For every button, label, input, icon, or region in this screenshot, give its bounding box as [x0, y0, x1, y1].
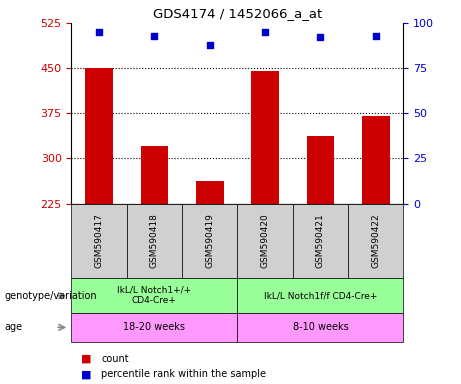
Point	[317, 35, 324, 41]
Text: IkL/L Notch1f/f CD4-Cre+: IkL/L Notch1f/f CD4-Cre+	[264, 291, 377, 300]
Bar	[196, 180, 224, 204]
Point	[261, 29, 269, 35]
Text: age: age	[5, 322, 23, 333]
Text: genotype/variation: genotype/variation	[5, 291, 97, 301]
Bar	[307, 136, 334, 204]
Bar	[362, 116, 390, 204]
Text: count: count	[101, 354, 129, 364]
Text: percentile rank within the sample: percentile rank within the sample	[101, 369, 266, 379]
Text: 18-20 weeks: 18-20 weeks	[124, 322, 185, 333]
Bar	[251, 71, 279, 204]
Point	[372, 33, 379, 39]
Text: IkL/L Notch1+/+
CD4-Cre+: IkL/L Notch1+/+ CD4-Cre+	[118, 286, 191, 305]
Point	[95, 29, 103, 35]
Title: GDS4174 / 1452066_a_at: GDS4174 / 1452066_a_at	[153, 7, 322, 20]
Text: GSM590418: GSM590418	[150, 214, 159, 268]
Text: ■: ■	[81, 369, 91, 379]
Text: GSM590420: GSM590420	[260, 214, 270, 268]
Point	[151, 33, 158, 39]
Text: ■: ■	[81, 354, 91, 364]
Point	[206, 41, 213, 48]
Text: GSM590419: GSM590419	[205, 214, 214, 268]
Bar	[141, 146, 168, 204]
Text: GSM590421: GSM590421	[316, 214, 325, 268]
Text: 8-10 weeks: 8-10 weeks	[293, 322, 348, 333]
Text: GSM590417: GSM590417	[95, 214, 104, 268]
Bar	[85, 68, 113, 204]
Text: GSM590422: GSM590422	[371, 214, 380, 268]
